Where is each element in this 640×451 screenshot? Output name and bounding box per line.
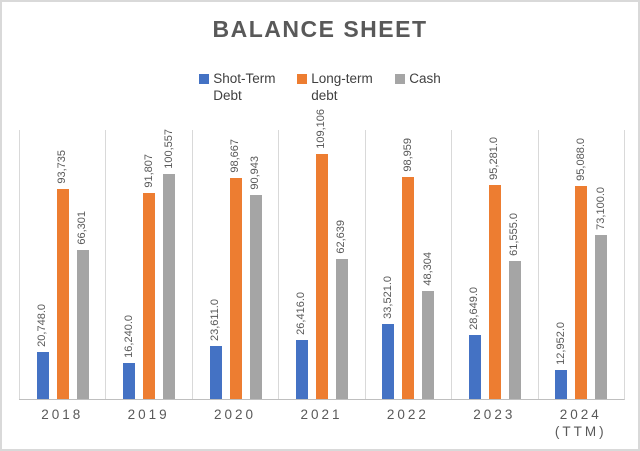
bar-value-label: 23,611.0 (209, 298, 222, 341)
bar-value-label: 12,952.0 (554, 322, 567, 365)
bar-cell: 95,088.0 (574, 130, 588, 399)
bar-long-term-debt[interactable] (229, 178, 242, 399)
bar-cash[interactable] (508, 261, 521, 399)
bar-value-label: 91,807 (142, 154, 155, 188)
bar-value-label: 98,959 (401, 138, 414, 172)
x-axis-label: 2024 (TTM) (554, 407, 607, 439)
x-axis-label: 2022 (386, 407, 429, 422)
bar-long-term-debt[interactable] (143, 193, 156, 399)
legend-label: Cash (409, 71, 441, 86)
bar-cash[interactable] (76, 250, 89, 399)
bar-cell: 26,416.0 (295, 130, 308, 399)
category-group-2022: 33,521.0 98,959 48,304 (364, 130, 451, 399)
bar-value-label: 20,748.0 (36, 304, 49, 347)
x-axis: 2018 2019 2020 2021 2022 2023 2024 (TTM) (19, 406, 624, 440)
bar-cell: 66,301 (76, 130, 89, 399)
category-group-2018: 20,748.0 93,735 66,301 (19, 130, 105, 399)
legend-swatch-long-term-debt (297, 74, 308, 84)
category-group-2023: 28,649.0 95,281.0 61,555.0 (451, 130, 537, 399)
category-group-2019: 16,240.0 91,807 100,557 (105, 129, 191, 399)
bar-cell: 93,735 (56, 130, 69, 399)
bar-cell: 48,304 (421, 130, 435, 399)
legend-label: Long-term debt (311, 71, 373, 103)
bar-cell: 23,611.0 (209, 130, 222, 399)
bar-shot-term-debt[interactable] (209, 346, 222, 399)
bar-value-label: 95,088.0 (574, 138, 587, 181)
bar-cell: 12,952.0 (554, 130, 568, 399)
bar-shot-term-debt[interactable] (468, 335, 481, 399)
bar-cell: 16,240.0 (122, 130, 136, 399)
bar-value-label: 100,557 (162, 129, 175, 169)
bar-cell: 20,748.0 (36, 130, 49, 399)
bar-shot-term-debt[interactable] (382, 324, 395, 399)
bar-value-label: 93,735 (56, 150, 69, 184)
bar-value-label: 98,667 (229, 139, 242, 173)
bar-value-label: 62,639 (335, 220, 348, 254)
bar-value-label: 95,281.0 (488, 137, 501, 180)
legend-swatch-cash (395, 74, 406, 84)
legend-item-shot-term-debt[interactable]: Shot-Term Debt (199, 70, 285, 104)
bar-value-label: 16,240.0 (122, 315, 135, 358)
bar-value-label: 48,304 (421, 252, 434, 286)
x-axis-label: 2020 (214, 407, 257, 422)
bar-value-label: 90,943 (249, 156, 262, 190)
bar-value-label: 109,106 (315, 109, 328, 149)
bar-long-term-debt[interactable] (56, 189, 69, 399)
legend-item-long-term-debt[interactable]: Long-term debt (297, 70, 383, 104)
bar-cell: 98,959 (401, 130, 415, 399)
x-axis-label: 2019 (127, 407, 170, 422)
bar-shot-term-debt[interactable] (555, 370, 568, 399)
bar-value-label: 33,521.0 (381, 276, 394, 319)
bar-cell: 33,521.0 (381, 130, 395, 399)
bar-value-label: 28,649.0 (468, 287, 481, 330)
bar-cell: 95,281.0 (488, 130, 501, 399)
category-group-2020: 23,611.0 98,667 90,943 (191, 130, 278, 399)
bar-shot-term-debt[interactable] (36, 352, 49, 399)
x-axis-label: 2023 (473, 407, 516, 422)
bar-cell: 100,557 (162, 129, 176, 399)
bar-shot-term-debt[interactable] (295, 340, 308, 399)
bar-cell: 109,106 (315, 109, 328, 399)
x-axis-label: 2021 (300, 407, 343, 422)
legend: Shot-Term Debt Long-term debt Cash (2, 70, 638, 104)
bar-cell: 90,943 (249, 130, 262, 399)
bar-cell: 73,100.0 (594, 130, 608, 399)
x-axis-label: 2018 (41, 407, 84, 422)
bar-cell: 98,667 (229, 130, 242, 399)
bar-cell: 91,807 (142, 130, 156, 399)
bar-cell: 28,649.0 (468, 130, 481, 399)
chart-title: BALANCE SHEET (212, 16, 428, 42)
bar-value-label: 26,416.0 (295, 292, 308, 335)
plot-area: 20,748.0 93,735 66,301 16,240.0 91,807 100,55… (19, 109, 625, 400)
category-group-2021: 26,416.0 109,106 62,639 (278, 109, 364, 399)
bar-cell: 61,555.0 (508, 130, 521, 399)
bar-long-term-debt[interactable] (402, 177, 415, 399)
bar-long-term-debt[interactable] (315, 154, 328, 399)
bar-value-label: 61,555.0 (508, 213, 521, 256)
bar-long-term-debt[interactable] (488, 185, 501, 399)
bar-cash[interactable] (422, 291, 435, 399)
bar-value-label: 73,100.0 (594, 187, 607, 230)
bar-value-label: 66,301 (76, 211, 89, 245)
bar-cash[interactable] (249, 195, 262, 399)
bar-cash[interactable] (163, 174, 176, 399)
bar-cash[interactable] (595, 235, 608, 399)
legend-swatch-shot-term-debt (199, 74, 210, 84)
bar-cash[interactable] (335, 259, 348, 399)
bar-long-term-debt[interactable] (575, 186, 588, 399)
category-group-2024-ttm-: 12,952.0 95,088.0 73,100.0 (537, 130, 624, 399)
bar-cell: 62,639 (335, 130, 348, 399)
legend-label: Shot-Term Debt (213, 71, 276, 103)
legend-item-cash[interactable]: Cash (395, 70, 441, 104)
bar-shot-term-debt[interactable] (123, 363, 136, 399)
